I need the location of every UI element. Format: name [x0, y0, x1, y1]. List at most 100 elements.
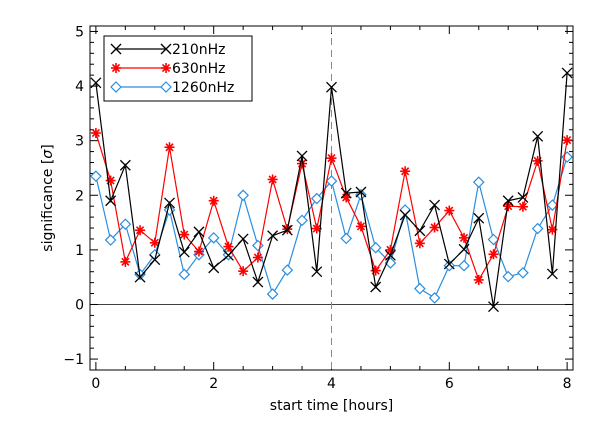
data-point: [178, 268, 191, 281]
data-point: [193, 226, 205, 238]
data-point: [326, 81, 337, 93]
x-tick-label: 6: [445, 376, 454, 392]
data-point: [399, 204, 411, 216]
data-point: [517, 201, 528, 212]
data-point: [458, 259, 470, 272]
data-point: [325, 175, 338, 187]
data-point: [472, 176, 485, 189]
data-point: [222, 249, 234, 261]
data-point: [473, 274, 484, 285]
data-point: [517, 191, 529, 203]
y-axis-label-suffix: ]: [40, 144, 56, 149]
data-point: [296, 150, 308, 162]
data-point: [164, 197, 175, 209]
legend-marker: [110, 43, 122, 55]
data-point: [267, 230, 279, 242]
legend-marker: [161, 63, 171, 73]
data-point: [252, 252, 263, 263]
data-point: [340, 187, 352, 199]
data-point: [400, 166, 411, 177]
data-point: [266, 288, 279, 300]
y-tick-label: 2: [75, 188, 84, 204]
y-tick-label: 3: [75, 134, 84, 150]
data-point: [517, 266, 529, 279]
y-axis-label-symbol: σ: [40, 149, 56, 159]
y-tick-label: 0: [75, 297, 84, 313]
data-point: [488, 301, 499, 313]
data-point: [104, 234, 117, 246]
data-point: [296, 214, 308, 227]
data-point: [149, 254, 161, 266]
x-axis-label: start time [hours]: [270, 398, 393, 414]
data-point: [149, 237, 160, 248]
y-tick-label: −1: [63, 352, 84, 368]
legend-entry-630nHz: 630nHz: [111, 61, 225, 77]
data-point: [326, 153, 337, 164]
legend-label: 210nHz: [172, 42, 225, 58]
data-point: [310, 192, 323, 205]
data-point: [502, 270, 515, 283]
data-point: [119, 159, 131, 171]
legend-entry-1260nHz: 1260nHz: [110, 80, 234, 96]
data-point: [546, 268, 558, 280]
data-point: [429, 222, 440, 233]
legend-label: 1260nHz: [172, 80, 234, 96]
data-point: [532, 130, 544, 142]
data-point: [459, 232, 470, 243]
data-point: [384, 249, 396, 261]
data-point: [428, 292, 441, 304]
data-point: [237, 233, 249, 245]
x-tick-label: 8: [563, 376, 572, 392]
data-point: [281, 264, 294, 276]
data-point: [193, 246, 204, 257]
x-tick-label: 2: [209, 376, 218, 392]
data-point: [119, 218, 132, 231]
data-point: [90, 77, 102, 89]
legend-entry-210nHz: 210nHz: [110, 42, 225, 58]
data-point: [369, 241, 382, 254]
data-point: [414, 282, 426, 295]
y-tick-label: 5: [75, 24, 84, 40]
data-point: [105, 195, 117, 207]
data-point: [443, 258, 455, 270]
legend-label: 630nHz: [172, 61, 225, 77]
data-point: [208, 195, 219, 206]
data-point: [90, 128, 101, 139]
data-point: [207, 232, 220, 244]
data-point: [546, 199, 559, 211]
data-point: [90, 170, 102, 183]
data-point: [443, 259, 456, 272]
y-tick-label: 1: [75, 243, 84, 259]
data-point: [120, 256, 131, 267]
data-point: [414, 225, 426, 237]
x-tick-label: 0: [91, 376, 100, 392]
data-point: [267, 174, 278, 185]
y-tick-label: 4: [75, 79, 84, 95]
y-axis-label: significance [σ]: [40, 144, 56, 251]
data-point: [531, 222, 544, 235]
series-210nHz: [90, 67, 573, 313]
legend-marker: [111, 63, 121, 73]
reference-lines: [90, 26, 573, 370]
data-point: [340, 232, 353, 245]
data-point: [208, 262, 220, 274]
data-point: [487, 233, 500, 246]
data-point: [134, 271, 146, 283]
data-point: [444, 205, 455, 216]
series-layer: [90, 67, 573, 313]
data-point: [223, 241, 234, 252]
data-point: [488, 249, 499, 260]
data-point: [370, 281, 382, 293]
legend-marker: [160, 43, 172, 55]
legend-marker: [110, 81, 122, 93]
data-point: [429, 199, 441, 211]
y-axis-label-prefix: significance [: [40, 159, 56, 252]
data-point: [135, 225, 146, 236]
data-point: [237, 189, 249, 202]
legend-marker: [160, 81, 172, 93]
data-point: [561, 67, 573, 79]
data-point: [458, 243, 470, 255]
data-point: [252, 276, 264, 288]
data-point: [178, 246, 190, 258]
